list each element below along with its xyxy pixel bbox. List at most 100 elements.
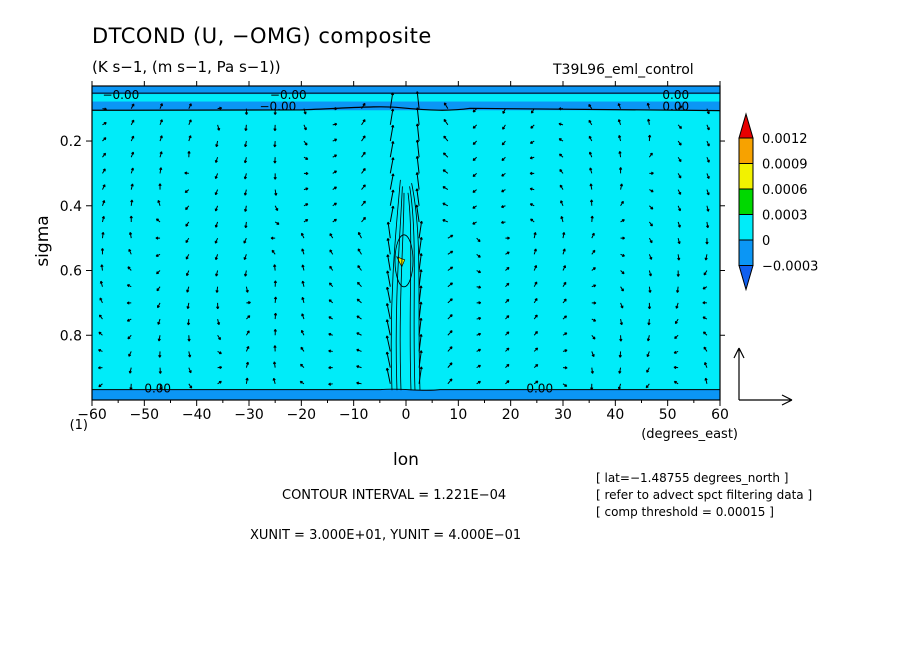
vector-arrow-189 [386,238,391,255]
vector-arrow-109 [273,124,277,132]
colorbar-segment-0 [738,137,754,164]
vector-arrow-165 [361,151,366,158]
vector-arrow-6 [101,200,106,206]
vector-arrow-171 [357,248,362,255]
vector-arrow-342 [646,102,650,109]
vector-arrow-310 [589,167,593,174]
vector-arrow-69 [188,351,192,358]
vector-arrow-54 [188,103,192,109]
vector-arrow-375 [673,350,679,354]
vector-arrow-273 [529,156,535,160]
vector-arrow-318 [591,301,597,305]
vector-arrow-390 [702,301,707,305]
x-tick-label-1: −50 [130,407,160,423]
vector-arrow-312 [589,199,594,206]
vector-arrow-257 [501,189,506,193]
vector-arrow-153 [329,249,334,255]
vector-arrow-268 [505,363,510,368]
vector-arrow-364 [677,173,682,179]
vector-arrow-22 [130,167,134,174]
vector-arrow-299 [562,281,567,287]
vector-arrow-336 [620,302,624,309]
vector-arrow-87 [217,351,222,355]
vector-arrow-393 [703,346,708,352]
vector-arrow-29 [126,284,132,288]
vector-arrow-94 [243,173,248,180]
convective-contour-1 [395,186,403,391]
vector-arrow-131 [303,187,309,191]
vector-arrow-266 [505,331,510,336]
vector-arrow-377 [673,380,679,385]
vector-arrow-338 [619,335,623,342]
vector-arrow-81 [214,254,219,261]
vector-arrow-200 [415,123,420,142]
vector-arrow-64 [185,270,190,277]
vector-arrow-350 [648,237,653,244]
vector-arrow-175 [356,315,362,320]
vector-arrow-305 [562,383,568,387]
vector-arrow-179 [356,381,362,385]
vector-arrow-322 [590,367,594,374]
vector-arrow-188 [386,221,391,239]
vector-arrow-308 [588,135,593,142]
vector-arrow-197 [385,367,391,384]
vector-arrow-16 [98,366,103,370]
vector-arrow-251 [476,380,481,385]
vector-arrow-18 [130,103,135,109]
x-tick-label-5: −10 [339,407,369,423]
vector-arrow-167 [361,184,366,190]
vector-arrow-388 [703,270,708,276]
vector-arrow-284 [533,330,538,336]
colorbar-segment-4 [738,239,754,266]
vector-arrow-83 [215,286,219,293]
contour-label-3: −0.00 [259,99,296,113]
vector-arrow-98 [243,237,247,244]
chart-subtitle-units: (K s−1, (m s−1, Pa s−1)) [92,58,281,76]
vector-arrow-195 [385,335,391,352]
vector-arrow-372 [675,302,679,309]
convective-contour-2 [399,192,405,391]
x-tick-label-3: −30 [234,407,264,423]
vector-arrow-206 [418,220,423,239]
vector-arrow-183 [389,141,395,158]
vector-arrow-381 [706,157,710,163]
vector-arrow-59 [184,189,190,194]
vector-arrow-295 [560,216,564,223]
vector-arrow-297 [562,248,566,255]
convective-contour-4 [409,186,416,391]
vector-arrow-339 [618,351,622,358]
x-axis: −60 −50 −40 −30 −20 −10 0 10 20 30 40 50 60 lon (degre… [77,81,738,470]
vector-arrow-145 [332,122,338,126]
colorbar-label-5: −0.0003 [762,260,818,275]
vector-arrow-212 [418,317,423,336]
x-tick-label-10: 40 [606,407,624,423]
vector-arrow-270 [530,108,535,114]
vector-arrow-124 [272,361,277,368]
x-tick-label-4: −20 [287,407,317,423]
vector-arrow-288 [558,107,564,111]
vector-arrow-302 [562,332,568,336]
vector-arrow-202 [415,155,420,174]
vector-arrow-320 [591,334,596,340]
vector-arrow-234 [472,108,477,113]
vector-arrow-210 [418,285,423,303]
vector-arrow-359 [645,383,650,389]
vector-arrow-204 [415,188,420,206]
vector-arrow-92 [244,140,248,148]
vector-arrow-222 [442,202,449,207]
vector-arrow-394 [704,362,708,368]
vector-arrow-115 [274,221,280,225]
vector-arrow-152 [329,233,334,239]
vector-arrow-225 [447,250,454,255]
vector-arrow-321 [591,351,595,358]
vector-arrow-315 [591,249,596,255]
vector-arrow-370 [676,270,680,277]
vector-arrow-385 [705,221,710,229]
vector-arrow-148 [332,170,338,174]
vector-arrow-304 [562,366,568,370]
vector-arrow-46 [156,270,161,275]
vector-arrow-149 [332,186,337,191]
vector-arrow-38 [159,135,163,142]
vector-arrow-35 [129,383,133,391]
vector-arrow-223 [442,219,449,223]
